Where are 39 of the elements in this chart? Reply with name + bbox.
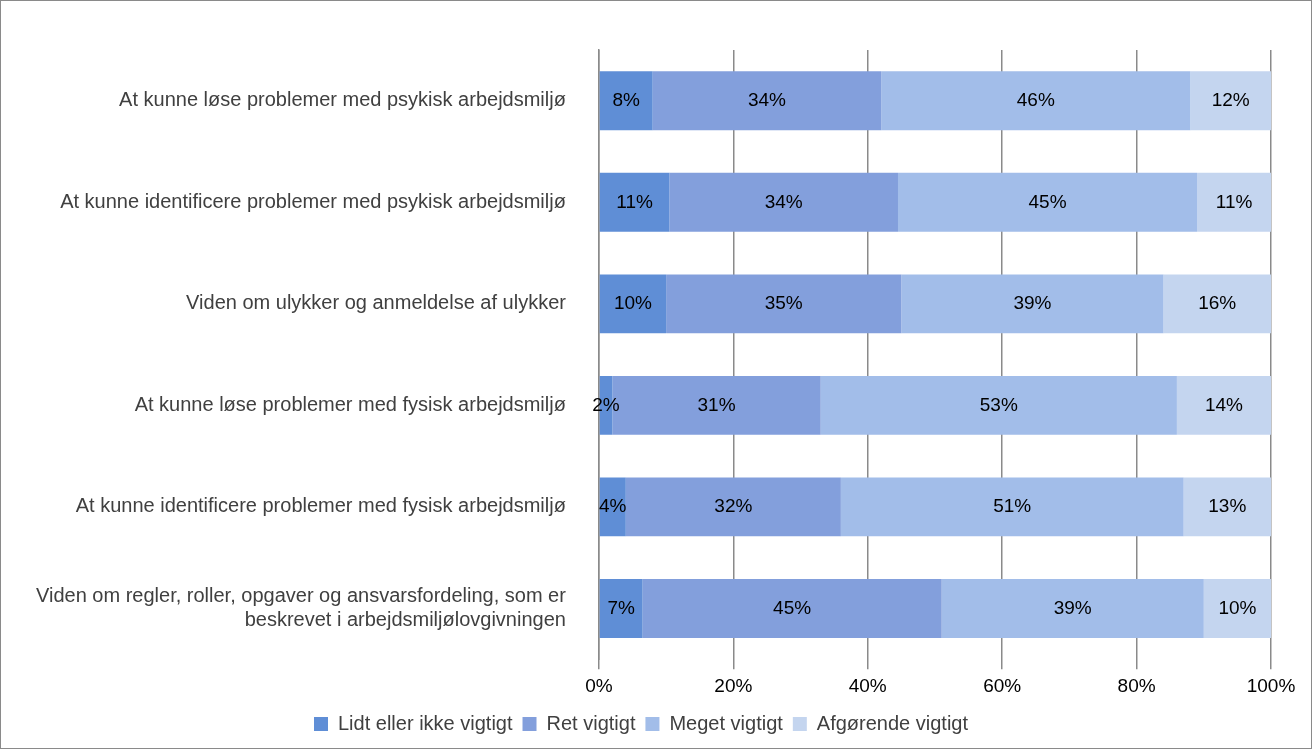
data-label: 12% xyxy=(1211,89,1250,110)
data-label: 10% xyxy=(613,292,653,314)
data-label: 34% xyxy=(747,89,787,110)
x-tick-label: 40% xyxy=(848,674,887,696)
y-tick-label: Viden om ulykker og anmeldelse af ulykker xyxy=(186,291,567,314)
y-tick-label: At kunne identificere problemer med psykisk arbejdsmiljø xyxy=(60,189,566,212)
data-label: 39% xyxy=(1053,596,1092,618)
data-label: 16% xyxy=(1198,292,1237,314)
data-label: 11% xyxy=(1215,190,1253,212)
data-label: 14% xyxy=(1204,393,1244,415)
data-label: 8% xyxy=(612,89,640,110)
data-label: 45% xyxy=(1028,190,1067,212)
y-tick-label: At kunne identificere problemer med fysisk arbejdsmiljø xyxy=(75,494,566,517)
legend-label: Meget vigtigt xyxy=(669,711,784,734)
x-tick-label: 20% xyxy=(714,674,753,696)
y-tick-label: At kunne løse problemer med fysisk arbejdsmiljø xyxy=(134,392,566,415)
data-label: 53% xyxy=(979,393,1018,415)
data-label: 32% xyxy=(714,495,753,517)
y-tick-label: At kunne løse problemer med psykisk arbejdsmiljø xyxy=(119,88,566,111)
data-label: 51% xyxy=(993,495,1032,517)
data-label: 45% xyxy=(773,596,812,618)
x-tick-label: 60% xyxy=(983,674,1022,696)
data-label: 46% xyxy=(1016,89,1055,110)
x-tick-label: 100% xyxy=(1246,674,1296,696)
legend-label: Ret vigtigt xyxy=(546,711,636,734)
legend-label: Afgørende vigtigt xyxy=(816,711,969,734)
data-label: 4% xyxy=(598,495,627,517)
legend-label: Lidt eller ikke vigtigt xyxy=(337,711,513,734)
data-label: 35% xyxy=(764,292,803,314)
data-label: 31% xyxy=(697,393,736,415)
data-label: 7% xyxy=(607,596,635,618)
data-label: 13% xyxy=(1208,495,1247,517)
data-label: 34% xyxy=(764,190,803,212)
data-label: 39% xyxy=(1013,292,1052,314)
x-tick-label: 80% xyxy=(1117,674,1156,696)
y-tick-label: Viden om regler, roller, opgaver og ansvarsfordeling, som er beskrevet i arbejdsmiljølovgivningen xyxy=(35,583,567,630)
x-tick-label: 0% xyxy=(585,674,613,696)
data-label: 11% xyxy=(616,190,653,212)
data-label: 10% xyxy=(1218,596,1257,618)
